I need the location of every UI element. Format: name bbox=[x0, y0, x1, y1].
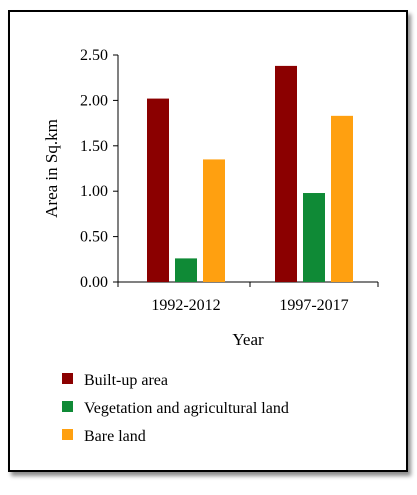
bar bbox=[275, 65, 297, 283]
labels: 0.00 0.50 1.00 1.50 2.00 2.50 1992-2012 1997-20… bbox=[42, 47, 349, 349]
legend-swatch bbox=[62, 429, 73, 440]
bar bbox=[175, 258, 197, 282]
legend-label: Built-up area bbox=[84, 372, 168, 389]
bars bbox=[147, 65, 353, 283]
legend-label: Vegetation and agricultural land bbox=[84, 400, 289, 417]
y-tick-label: 1.00 bbox=[80, 183, 108, 200]
y-tick-label: 1.50 bbox=[80, 138, 108, 155]
legend-label: Bare land bbox=[84, 428, 146, 445]
y-tick-label: 2.00 bbox=[80, 92, 108, 109]
bar bbox=[147, 98, 169, 282]
bar bbox=[203, 159, 225, 282]
legend-swatch bbox=[62, 373, 73, 384]
y-tick-label: 2.50 bbox=[80, 47, 108, 64]
x-tick-label: 1992-2012 bbox=[151, 297, 220, 314]
y-tick-label: 0.50 bbox=[80, 229, 108, 246]
x-tick-label: 1997-2017 bbox=[279, 297, 348, 314]
x-axis-title: Year bbox=[232, 330, 264, 349]
y-axis-title: Area in Sq.km bbox=[42, 119, 61, 218]
y-tick-label: 0.00 bbox=[80, 274, 108, 291]
legend: Built-up area Vegetation and agricultural… bbox=[62, 372, 289, 445]
bar bbox=[331, 115, 353, 282]
legend-swatch bbox=[62, 401, 73, 412]
bar bbox=[303, 193, 325, 282]
